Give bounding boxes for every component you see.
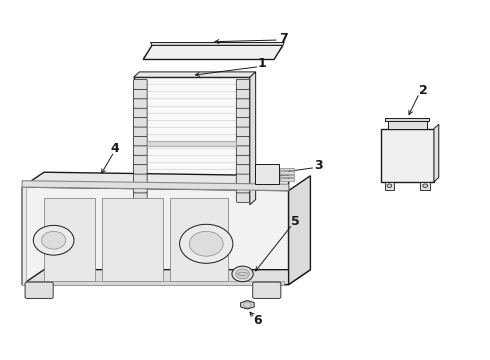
Polygon shape — [289, 176, 310, 284]
Circle shape — [232, 266, 253, 282]
Polygon shape — [280, 171, 294, 174]
Circle shape — [180, 224, 233, 263]
FancyBboxPatch shape — [236, 164, 250, 174]
Polygon shape — [134, 77, 250, 205]
Polygon shape — [44, 198, 95, 281]
Text: 4: 4 — [111, 142, 120, 155]
FancyBboxPatch shape — [134, 79, 147, 89]
Polygon shape — [255, 164, 279, 184]
Polygon shape — [420, 182, 430, 190]
FancyBboxPatch shape — [236, 136, 250, 146]
FancyBboxPatch shape — [134, 126, 147, 136]
Text: 5: 5 — [292, 215, 300, 228]
Polygon shape — [280, 168, 294, 170]
FancyBboxPatch shape — [236, 117, 250, 127]
Text: 1: 1 — [258, 57, 267, 70]
Polygon shape — [241, 301, 254, 309]
FancyBboxPatch shape — [25, 282, 53, 298]
FancyBboxPatch shape — [134, 192, 147, 202]
Polygon shape — [434, 124, 439, 182]
Text: 7: 7 — [279, 32, 288, 45]
FancyBboxPatch shape — [134, 154, 147, 165]
Polygon shape — [388, 121, 427, 129]
Polygon shape — [22, 270, 310, 284]
FancyBboxPatch shape — [134, 98, 147, 108]
Polygon shape — [22, 187, 26, 284]
FancyBboxPatch shape — [236, 174, 250, 184]
Polygon shape — [27, 281, 284, 284]
Polygon shape — [280, 175, 294, 177]
FancyBboxPatch shape — [134, 117, 147, 127]
Polygon shape — [386, 118, 429, 121]
FancyBboxPatch shape — [236, 192, 250, 202]
FancyBboxPatch shape — [134, 145, 147, 155]
Text: 3: 3 — [314, 159, 323, 172]
Polygon shape — [150, 42, 284, 45]
FancyBboxPatch shape — [236, 145, 250, 155]
FancyBboxPatch shape — [236, 89, 250, 99]
FancyBboxPatch shape — [134, 108, 147, 118]
FancyBboxPatch shape — [236, 126, 250, 136]
FancyBboxPatch shape — [134, 164, 147, 174]
FancyBboxPatch shape — [134, 89, 147, 99]
Polygon shape — [170, 198, 228, 281]
Circle shape — [423, 184, 428, 188]
FancyBboxPatch shape — [236, 154, 250, 165]
Polygon shape — [22, 181, 289, 191]
Circle shape — [33, 225, 74, 255]
Text: 2: 2 — [419, 84, 428, 97]
FancyBboxPatch shape — [134, 174, 147, 184]
Polygon shape — [385, 182, 394, 190]
Polygon shape — [147, 141, 236, 147]
Circle shape — [42, 231, 66, 249]
Polygon shape — [250, 72, 256, 205]
Polygon shape — [22, 172, 289, 191]
Polygon shape — [22, 187, 289, 284]
Circle shape — [244, 302, 251, 307]
Circle shape — [189, 231, 223, 256]
Circle shape — [236, 269, 249, 279]
Polygon shape — [102, 198, 163, 281]
Polygon shape — [381, 129, 434, 182]
Polygon shape — [280, 178, 294, 181]
FancyBboxPatch shape — [236, 108, 250, 118]
Polygon shape — [134, 72, 256, 77]
FancyBboxPatch shape — [134, 183, 147, 193]
FancyBboxPatch shape — [236, 79, 250, 89]
Polygon shape — [143, 45, 283, 59]
FancyBboxPatch shape — [236, 98, 250, 108]
FancyBboxPatch shape — [253, 282, 281, 298]
FancyBboxPatch shape — [134, 136, 147, 146]
Text: 6: 6 — [253, 314, 262, 327]
Circle shape — [387, 184, 392, 188]
FancyBboxPatch shape — [236, 183, 250, 193]
